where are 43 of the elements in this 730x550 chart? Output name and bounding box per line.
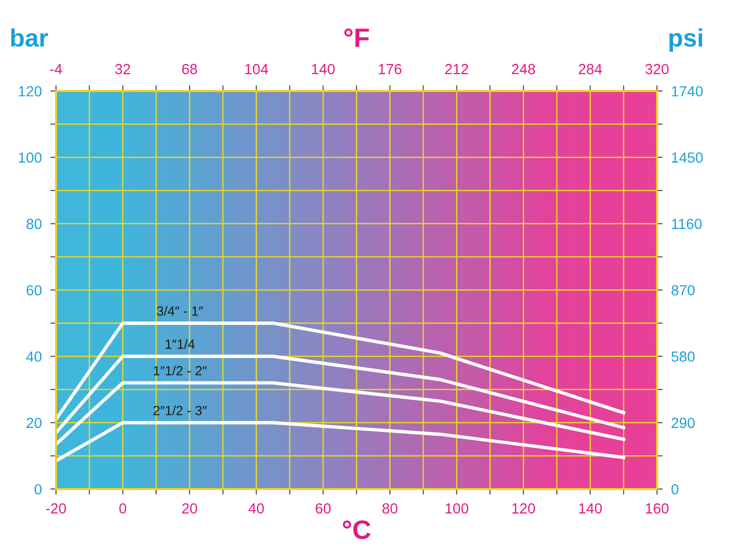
line-series: [56, 321, 626, 422]
y-tick-label: 20: [26, 418, 42, 428]
y2-tick-label: 1450: [672, 152, 703, 163]
y2-tick-label: 1740: [672, 86, 703, 96]
x2-tick-label: 320: [645, 64, 669, 74]
line-series: [56, 381, 626, 446]
y-tick-label: 40: [26, 351, 42, 362]
x2-tick-label: 176: [378, 64, 402, 74]
x2-axis-title: °F: [344, 28, 369, 47]
y2-axis-title: psi: [669, 28, 702, 52]
y-tick-label: 120: [18, 86, 42, 96]
x2-tick-label: 104: [245, 64, 268, 74]
y-tick-label: 80: [26, 218, 42, 230]
x-tick-label: 0: [119, 503, 126, 514]
x-tick-label: 20: [182, 503, 198, 514]
x2-tick-label: 32: [115, 64, 130, 74]
x2-tick-label: -4: [50, 64, 62, 74]
series-label: 3/4″ - 1″: [157, 306, 204, 316]
y2-tick-label: 580: [671, 351, 695, 362]
x2-tick-label: 68: [182, 64, 198, 74]
x-tick-label: 160: [646, 503, 669, 514]
y2-tick-label: 1160: [672, 218, 702, 230]
x-tick-label: 140: [579, 503, 602, 514]
y2-tick-label: 290: [672, 418, 695, 428]
line-series: [56, 354, 626, 434]
x2-tick-label: 212: [445, 64, 468, 74]
line-series: [56, 420, 626, 462]
y-tick-label: 60: [26, 285, 42, 296]
y-axis-title: bar: [11, 28, 48, 47]
x2-tick-label: 284: [578, 64, 602, 74]
x2-tick-label: 140: [312, 64, 335, 74]
x-tick-label: 100: [446, 503, 468, 514]
x-axis-title: °C: [342, 520, 371, 540]
y2-tick-label: 0: [671, 484, 678, 494]
y-tick-label: 100: [18, 152, 42, 163]
y2-tick-label: 870: [672, 285, 695, 296]
x2-tick-label: 248: [512, 64, 535, 74]
x-tick-label: 120: [512, 503, 536, 514]
x-tick-label: 60: [316, 503, 331, 514]
x-tick-label: 40: [248, 503, 264, 514]
y-tick-label: 0: [34, 484, 42, 494]
x-tick-label: -20: [46, 503, 66, 514]
x-tick-label: 80: [382, 503, 398, 514]
